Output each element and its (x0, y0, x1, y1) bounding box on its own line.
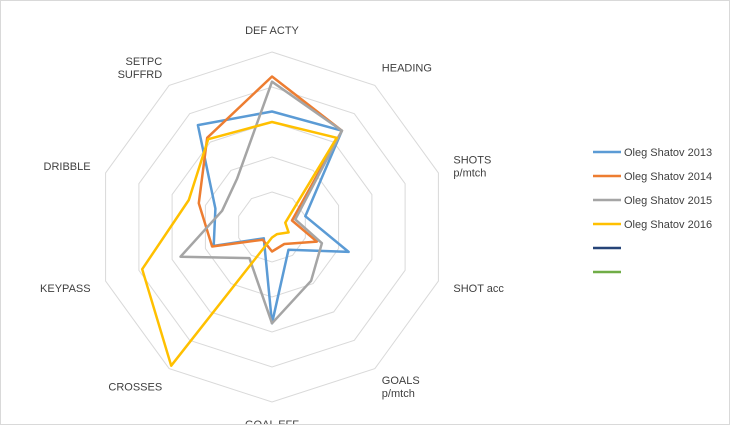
legend-entry-label: Oleg Shatov 2014 (624, 171, 712, 183)
radar-series-line (196, 110, 350, 325)
legend-entry-label: Oleg Shatov 2013 (624, 147, 712, 159)
radar-grid-ring (204, 156, 340, 298)
radar-axis-label: DEF ACTY (245, 25, 299, 37)
radar-axis-label: DRIBBLE (44, 161, 91, 173)
radar-axis-label: p/mtch (382, 388, 415, 400)
radar-axis-label: HEADING (382, 63, 432, 75)
radar-axis-label: CROSSES (108, 381, 162, 393)
legend-entry-label: Oleg Shatov 2015 (624, 195, 712, 207)
radar-grid (105, 51, 439, 403)
radar-axis-label: SHOTS (453, 155, 491, 167)
radar-series-line (197, 75, 344, 253)
radar-axis-label: p/mtch (453, 168, 486, 180)
legend: Oleg Shatov 2013 Oleg Shatov 2014 Oleg Sha… (593, 147, 712, 274)
radar-axis-label: SUFFRD (118, 69, 163, 81)
radar-axis-label: SETPC (126, 56, 163, 68)
radar-axis-label: GOALS (382, 375, 420, 387)
radar-series-line (179, 80, 344, 325)
radar-grid-ring (171, 121, 373, 333)
radar-series-group (140, 75, 350, 367)
radar-axis-label: SHOT acc (453, 283, 504, 295)
radar-axis-label: KEYPASS (40, 283, 91, 295)
radar-grid-ring (138, 86, 406, 368)
radar-grid-ring (105, 51, 439, 403)
legend-entry-label: Oleg Shatov 2016 (624, 219, 712, 231)
radar-axis-label: GOAL EFF (245, 419, 299, 424)
radar-series-line (140, 120, 339, 367)
